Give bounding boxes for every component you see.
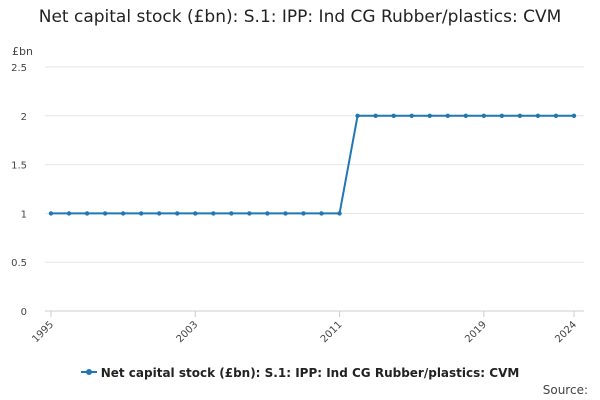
source-label: Source: bbox=[542, 383, 588, 397]
tick-labels: 0 0.5 1 1.5 2 2.5 1995 2003 2011 2019 2024 bbox=[11, 63, 579, 345]
data-point bbox=[120, 211, 126, 216]
data-point bbox=[66, 211, 72, 216]
y-tick-label: 1.5 bbox=[11, 161, 27, 172]
x-tick-label: 2019 bbox=[463, 319, 489, 345]
y-tick-label: 0 bbox=[21, 307, 27, 318]
data-point bbox=[157, 211, 162, 216]
data-point bbox=[373, 113, 378, 119]
data-point bbox=[247, 211, 252, 216]
data-point bbox=[84, 211, 90, 216]
data-point bbox=[571, 113, 577, 119]
data-point bbox=[138, 211, 144, 216]
legend-swatch bbox=[80, 368, 97, 375]
y-tick-label: 2 bbox=[21, 112, 27, 123]
data-point bbox=[481, 113, 487, 119]
y-tick-label: 0.5 bbox=[11, 258, 27, 269]
series-line bbox=[51, 114, 574, 215]
data-point bbox=[193, 211, 198, 216]
series-layer bbox=[48, 113, 577, 216]
x-tick-label: 2011 bbox=[319, 319, 345, 345]
data-point bbox=[229, 211, 234, 216]
data-point bbox=[463, 113, 468, 119]
data-point bbox=[265, 211, 270, 216]
data-point bbox=[499, 113, 505, 119]
data-point bbox=[391, 113, 396, 119]
x-tick-label: 2003 bbox=[175, 319, 201, 345]
data-point bbox=[175, 211, 180, 216]
y-tick-label: 2.5 bbox=[11, 63, 27, 74]
data-point bbox=[445, 113, 450, 119]
axes bbox=[45, 310, 584, 317]
data-point bbox=[301, 211, 306, 216]
data-point bbox=[517, 113, 523, 119]
data-point bbox=[355, 113, 360, 119]
data-point bbox=[409, 113, 414, 119]
x-tick-label: 1995 bbox=[30, 319, 56, 345]
data-point bbox=[283, 211, 288, 216]
data-point bbox=[48, 211, 54, 216]
data-point bbox=[553, 113, 559, 119]
x-tick-label: 2024 bbox=[553, 319, 579, 345]
y-axis-unit-label: £bn bbox=[12, 45, 33, 58]
legend-label: Net capital stock (£bn): S.1: IPP: Ind C… bbox=[100, 366, 520, 380]
legend[interactable]: Net capital stock (£bn): S.1: IPP: Ind C… bbox=[0, 366, 600, 380]
data-point bbox=[337, 211, 342, 216]
data-point bbox=[102, 211, 108, 216]
data-point bbox=[427, 113, 432, 119]
data-point bbox=[535, 113, 541, 119]
chart-title: Net capital stock (£bn): S.1: IPP: Ind C… bbox=[38, 7, 562, 27]
data-point bbox=[319, 211, 324, 216]
y-tick-label: 1 bbox=[21, 209, 27, 220]
gridlines bbox=[45, 66, 584, 263]
data-point bbox=[211, 211, 216, 216]
